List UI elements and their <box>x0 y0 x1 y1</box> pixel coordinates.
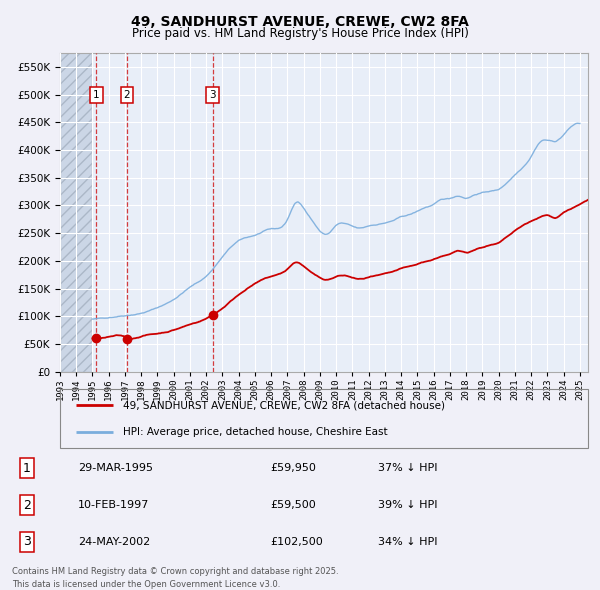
Text: 1: 1 <box>23 462 31 475</box>
Text: 49, SANDHURST AVENUE, CREWE, CW2 8FA (detached house): 49, SANDHURST AVENUE, CREWE, CW2 8FA (de… <box>124 401 445 410</box>
Text: 49, SANDHURST AVENUE, CREWE, CW2 8FA: 49, SANDHURST AVENUE, CREWE, CW2 8FA <box>131 15 469 29</box>
Text: 3: 3 <box>23 535 31 548</box>
Text: 37% ↓ HPI: 37% ↓ HPI <box>378 463 437 473</box>
Text: 29-MAR-1995: 29-MAR-1995 <box>78 463 153 473</box>
Text: 3: 3 <box>209 90 216 100</box>
Text: Price paid vs. HM Land Registry's House Price Index (HPI): Price paid vs. HM Land Registry's House … <box>131 27 469 40</box>
Bar <box>60 53 92 372</box>
Text: Contains HM Land Registry data © Crown copyright and database right 2025.: Contains HM Land Registry data © Crown c… <box>12 567 338 576</box>
Text: 1: 1 <box>93 90 100 100</box>
Text: £59,500: £59,500 <box>270 500 316 510</box>
Text: 10-FEB-1997: 10-FEB-1997 <box>78 500 149 510</box>
Text: 2: 2 <box>124 90 130 100</box>
Text: £102,500: £102,500 <box>270 537 323 547</box>
Text: 24-MAY-2002: 24-MAY-2002 <box>78 537 150 547</box>
Text: HPI: Average price, detached house, Cheshire East: HPI: Average price, detached house, Ches… <box>124 428 388 437</box>
Text: 39% ↓ HPI: 39% ↓ HPI <box>378 500 437 510</box>
Text: 34% ↓ HPI: 34% ↓ HPI <box>378 537 437 547</box>
Text: 2: 2 <box>23 499 31 512</box>
Text: This data is licensed under the Open Government Licence v3.0.: This data is licensed under the Open Gov… <box>12 580 280 589</box>
Text: £59,950: £59,950 <box>270 463 316 473</box>
